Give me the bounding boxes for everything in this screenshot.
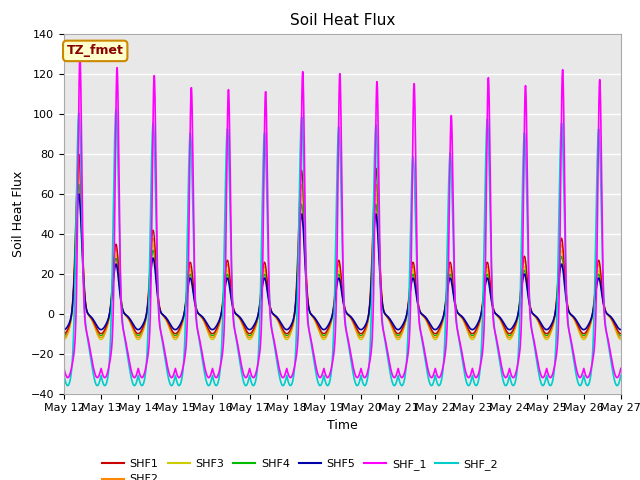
SHF1 <box>209 331 216 336</box>
SHF1 <box>468 330 476 336</box>
SHF5 <box>616 327 624 333</box>
X-axis label: Time: Time <box>327 419 358 432</box>
SHF4 <box>75 181 83 187</box>
SHF_1 <box>617 366 625 372</box>
SHF_1 <box>60 366 68 372</box>
SHF4 <box>616 333 624 338</box>
SHF2 <box>436 326 444 332</box>
SHF3 <box>499 324 507 330</box>
SHF2 <box>617 335 625 340</box>
SHF1 <box>616 331 624 336</box>
SHF3 <box>617 337 625 343</box>
SHF2 <box>616 335 624 340</box>
SHF5 <box>60 327 68 333</box>
SHF3 <box>436 327 444 333</box>
SHF1 <box>60 331 68 336</box>
SHF5 <box>161 313 168 319</box>
SHF3 <box>322 335 330 341</box>
SHF5 <box>209 327 216 333</box>
Title: Soil Heat Flux: Soil Heat Flux <box>290 13 395 28</box>
SHF1 <box>322 330 330 336</box>
SHF5 <box>617 327 625 333</box>
Legend: SHF1, SHF2, SHF3, SHF4, SHF5, SHF_1, SHF_2: SHF1, SHF2, SHF3, SHF4, SHF5, SHF_1, SHF… <box>97 455 502 480</box>
SHF3 <box>75 171 83 177</box>
SHF2 <box>209 335 216 340</box>
SHF1 <box>499 321 507 327</box>
SHF_2 <box>617 372 625 378</box>
SHF5 <box>499 319 507 324</box>
SHF_2 <box>499 377 507 383</box>
SHF5 <box>436 321 444 326</box>
SHF_1 <box>499 370 507 375</box>
SHF1 <box>436 323 444 329</box>
SHF2 <box>60 335 68 340</box>
SHF3 <box>60 336 68 342</box>
SHF3 <box>468 336 476 342</box>
SHF2 <box>322 333 330 339</box>
SHF4 <box>322 331 330 337</box>
SHF4 <box>617 333 625 338</box>
Y-axis label: Soil Heat Flux: Soil Heat Flux <box>12 170 25 257</box>
Line: SHF_1: SHF_1 <box>64 58 621 378</box>
SHF3 <box>161 314 168 320</box>
SHF4 <box>436 324 444 330</box>
Text: TZ_fmet: TZ_fmet <box>67 44 124 58</box>
SHF3 <box>616 336 624 342</box>
SHF5 <box>75 191 83 197</box>
SHF_2 <box>616 375 624 381</box>
SHF2 <box>499 323 507 329</box>
SHF_2 <box>428 383 435 388</box>
SHF_1 <box>468 369 476 375</box>
SHF4 <box>468 333 476 338</box>
SHF_1 <box>616 368 624 373</box>
SHF_1 <box>93 375 101 381</box>
SHF_2 <box>322 380 330 385</box>
Line: SHF3: SHF3 <box>64 174 621 340</box>
SHF1 <box>617 331 625 336</box>
SHF1 <box>75 151 83 157</box>
SHF_2 <box>112 106 120 112</box>
SHF3 <box>209 337 216 343</box>
SHF2 <box>75 161 83 167</box>
Line: SHF_2: SHF_2 <box>64 109 621 385</box>
SHF1 <box>161 313 168 319</box>
SHF_1 <box>436 373 444 379</box>
SHF_1 <box>76 55 84 60</box>
SHF4 <box>161 313 168 319</box>
SHF2 <box>161 314 168 320</box>
SHF_1 <box>322 372 330 378</box>
SHF5 <box>322 326 330 332</box>
SHF_2 <box>161 350 168 356</box>
SHF2 <box>468 335 476 340</box>
SHF_1 <box>161 346 168 352</box>
SHF4 <box>209 333 216 338</box>
SHF4 <box>60 333 68 338</box>
Line: SHF2: SHF2 <box>64 164 621 337</box>
Line: SHF4: SHF4 <box>64 184 621 336</box>
SHF_2 <box>436 381 444 386</box>
SHF4 <box>499 322 507 328</box>
Line: SHF1: SHF1 <box>64 154 621 334</box>
SHF5 <box>468 326 476 332</box>
Line: SHF5: SHF5 <box>64 194 621 330</box>
SHF_2 <box>468 377 476 383</box>
SHF_2 <box>60 372 68 378</box>
